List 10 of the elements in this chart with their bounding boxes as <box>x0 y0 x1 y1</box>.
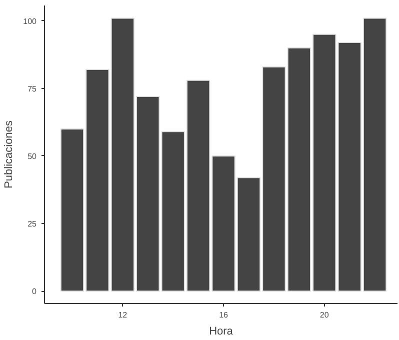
x-tick-label: 20 <box>320 310 330 320</box>
x-tick-label: 12 <box>118 310 128 320</box>
x-tick-label: 16 <box>219 310 229 320</box>
y-tick-label: 100 <box>23 16 38 26</box>
y-tick-label: 25 <box>28 220 38 229</box>
y-tick-label: 0 <box>32 287 38 296</box>
x-axis-title: Hora <box>209 326 234 338</box>
y-tick-label: 50 <box>28 152 38 161</box>
y-axis-title: Publicaciones <box>3 120 16 188</box>
y-tick-label: 75 <box>28 84 38 94</box>
